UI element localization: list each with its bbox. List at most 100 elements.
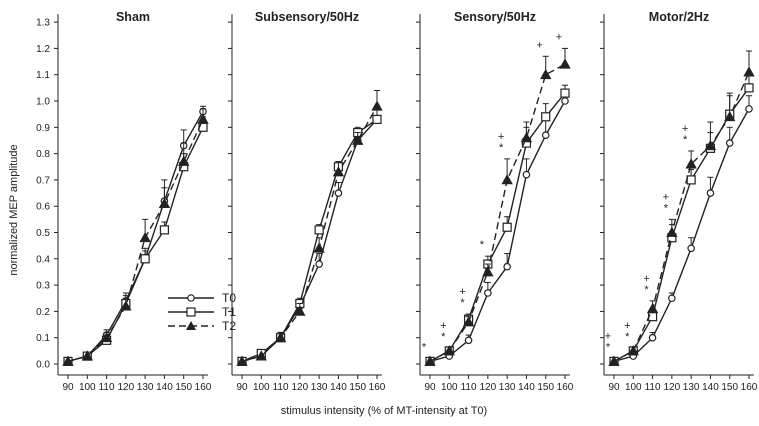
point-t2	[178, 155, 190, 166]
panel-title: Sham	[116, 10, 150, 24]
x-tick-label: 130	[499, 382, 516, 393]
significance-star: *	[683, 134, 688, 146]
y-tick-label: 0.5	[36, 228, 50, 239]
x-tick-label: 140	[518, 382, 535, 393]
series-line-t0	[241, 118, 378, 363]
x-tick-label: 90	[424, 382, 436, 393]
point-t2	[158, 197, 171, 208]
point-t1	[159, 225, 170, 235]
series-line-t2	[67, 119, 204, 363]
x-tick-label: 110	[645, 382, 661, 393]
point-t1	[314, 225, 324, 235]
point-t2	[236, 355, 248, 366]
point-t2	[81, 350, 93, 361]
x-axis-label: stimulus intensity (% of MT-intensity at…	[281, 405, 487, 417]
point-t2	[627, 345, 639, 356]
x-tick-label: 150	[537, 382, 554, 393]
point-t0	[648, 333, 657, 342]
point-t2	[520, 131, 533, 143]
y-tick-label: 1.2	[36, 44, 50, 55]
point-t1	[744, 83, 754, 93]
point-t2	[62, 355, 74, 366]
x-tick-label: 160	[369, 382, 386, 393]
x-tick-label: 140	[330, 382, 347, 393]
series-line-t2	[241, 105, 378, 363]
x-tick-label: 130	[683, 382, 700, 393]
point-t2	[743, 66, 755, 77]
panel-title: Sensory/50Hz	[454, 10, 536, 24]
significance-plus: +	[643, 273, 649, 285]
point-t0	[315, 260, 323, 268]
significance-star: *	[480, 239, 485, 251]
legend-marker-t2	[186, 321, 196, 330]
point-t2	[100, 331, 113, 343]
significance-star: *	[422, 342, 427, 354]
point-t1	[140, 254, 150, 264]
y-tick-label: 0.7	[36, 175, 50, 186]
significance-plus: +	[556, 31, 562, 43]
y-tick-label: 0.2	[36, 307, 50, 318]
significance-star: *	[664, 202, 669, 214]
y-tick-label: 0.8	[36, 149, 50, 160]
point-t2	[371, 100, 383, 111]
y-tick-label: 1.1	[36, 70, 50, 81]
point-t1	[372, 114, 382, 125]
significance-star: *	[625, 331, 630, 343]
point-t0	[503, 262, 511, 271]
point-t0	[668, 294, 676, 303]
x-tick-label: 110	[461, 382, 477, 393]
x-tick-label: 110	[99, 382, 115, 393]
x-tick-label: 100	[625, 382, 642, 393]
x-tick-label: 140	[156, 382, 173, 393]
x-tick-label: 160	[195, 382, 212, 393]
series-line-t2	[613, 71, 750, 362]
point-t2	[424, 355, 436, 366]
y-tick-label: 1.0	[36, 97, 50, 108]
significance-plus: +	[498, 131, 504, 143]
y-tick-label: 0.1	[36, 333, 50, 344]
x-tick-label: 100	[79, 382, 96, 393]
point-t2	[501, 174, 513, 185]
point-t2	[197, 113, 209, 124]
point-t0	[745, 105, 753, 113]
y-tick-label: 0.4	[36, 254, 50, 265]
series-line-t1	[241, 118, 378, 363]
x-tick-label: 150	[175, 382, 192, 393]
legend-label-t0: T0	[222, 291, 236, 305]
point-t2	[540, 68, 552, 80]
point-t2	[704, 139, 717, 151]
legend-label-t2: T2	[222, 319, 236, 333]
significance-plus: +	[605, 331, 611, 343]
significance-plus: +	[440, 320, 446, 332]
panel-subsensory-50hz: Subsensory/50Hz 90 100 110 120 130 140 150 160	[228, 10, 386, 393]
significance-star: *	[460, 297, 465, 309]
legend-label-t1: T1	[222, 305, 236, 319]
point-t2	[666, 226, 678, 237]
point-t2	[352, 134, 364, 145]
y-tick-label: 0.3	[36, 281, 50, 292]
point-t2	[139, 231, 151, 243]
x-tick-label: 140	[702, 382, 719, 393]
x-tick-label: 130	[137, 382, 154, 393]
x-tick-label: 90	[62, 382, 74, 393]
point-t2	[313, 242, 325, 253]
point-t2	[646, 302, 659, 314]
series-line-t0	[613, 108, 750, 363]
series-line-t2	[429, 63, 566, 362]
point-t0	[334, 189, 343, 197]
y-tick-label: 0.6	[36, 202, 50, 213]
x-tick-label: 100	[253, 382, 270, 393]
point-t2	[443, 345, 455, 356]
significance-star: *	[606, 342, 611, 354]
x-tick-label: 90	[608, 382, 620, 393]
point-t1	[560, 88, 570, 98]
point-t0	[484, 289, 492, 297]
point-t2	[462, 316, 475, 327]
point-t0	[706, 189, 715, 197]
significance-plus: +	[624, 320, 630, 332]
x-tick-label: 120	[118, 382, 135, 393]
